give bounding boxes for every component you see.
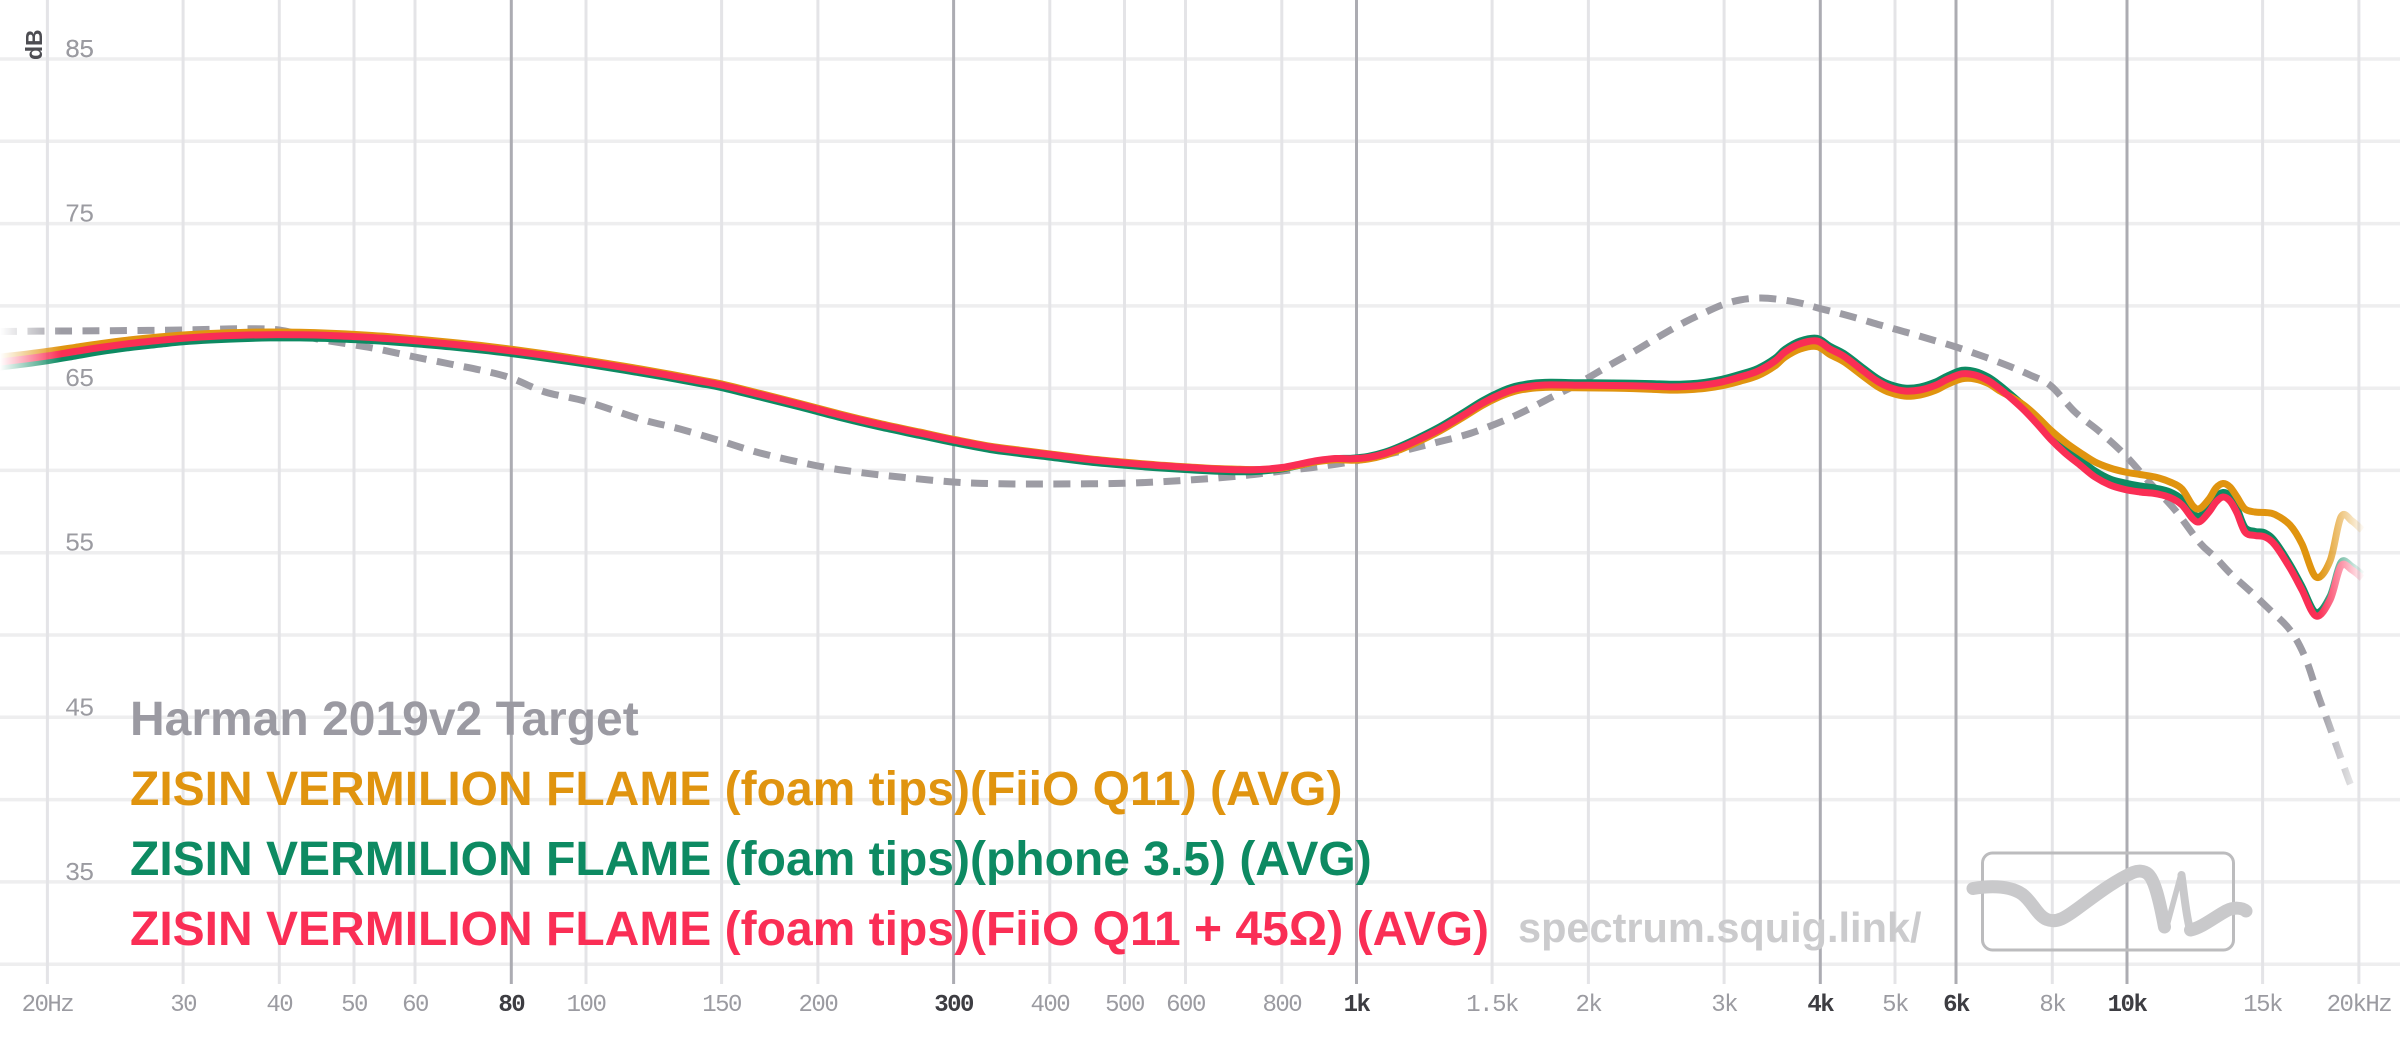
svg-text:600: 600 bbox=[1166, 992, 1205, 1019]
svg-text:4k: 4k bbox=[1807, 992, 1834, 1019]
svg-text:ZISIN VERMILION FLAME (foam ti: ZISIN VERMILION FLAME (foam tips)(FiiO Q… bbox=[130, 763, 1342, 816]
svg-text:15k: 15k bbox=[2243, 992, 2283, 1019]
svg-text:500: 500 bbox=[1105, 992, 1144, 1019]
svg-text:300: 300 bbox=[934, 992, 974, 1019]
svg-text:10k: 10k bbox=[2108, 992, 2148, 1019]
svg-text:35: 35 bbox=[65, 858, 93, 888]
svg-text:50: 50 bbox=[341, 992, 367, 1019]
svg-text:20Hz: 20Hz bbox=[22, 992, 74, 1019]
svg-text:20kHz: 20kHz bbox=[2327, 992, 2392, 1019]
svg-text:5k: 5k bbox=[1882, 992, 1909, 1019]
svg-text:85: 85 bbox=[65, 35, 93, 65]
svg-text:45: 45 bbox=[65, 693, 93, 723]
svg-text:dB: dB bbox=[21, 29, 47, 60]
svg-text:60: 60 bbox=[402, 992, 428, 1019]
svg-text:2k: 2k bbox=[1575, 992, 1602, 1019]
svg-text:ZISIN VERMILION FLAME (foam ti: ZISIN VERMILION FLAME (foam tips)(phone … bbox=[130, 833, 1372, 886]
svg-text:Harman 2019v2 Target: Harman 2019v2 Target bbox=[130, 693, 639, 746]
svg-text:65: 65 bbox=[65, 364, 93, 394]
svg-text:spectrum.squig.link/: spectrum.squig.link/ bbox=[1518, 904, 1922, 951]
svg-text:75: 75 bbox=[65, 200, 93, 230]
svg-text:3k: 3k bbox=[1711, 992, 1738, 1019]
svg-text:6k: 6k bbox=[1943, 992, 1970, 1019]
svg-text:ZISIN VERMILION FLAME (foam ti: ZISIN VERMILION FLAME (foam tips)(FiiO Q… bbox=[130, 903, 1489, 956]
svg-text:55: 55 bbox=[65, 529, 93, 559]
svg-text:30: 30 bbox=[170, 992, 196, 1019]
svg-text:1.5k: 1.5k bbox=[1466, 992, 1519, 1019]
svg-text:200: 200 bbox=[799, 992, 838, 1019]
svg-text:8k: 8k bbox=[2039, 992, 2066, 1019]
svg-text:40: 40 bbox=[266, 992, 292, 1019]
svg-text:800: 800 bbox=[1262, 992, 1301, 1019]
svg-text:85: 85 bbox=[65, 35, 93, 65]
svg-text:1k: 1k bbox=[1344, 992, 1371, 1019]
svg-text:100: 100 bbox=[567, 992, 606, 1019]
svg-text:400: 400 bbox=[1030, 992, 1069, 1019]
svg-text:80: 80 bbox=[498, 992, 525, 1019]
svg-text:150: 150 bbox=[702, 992, 741, 1019]
